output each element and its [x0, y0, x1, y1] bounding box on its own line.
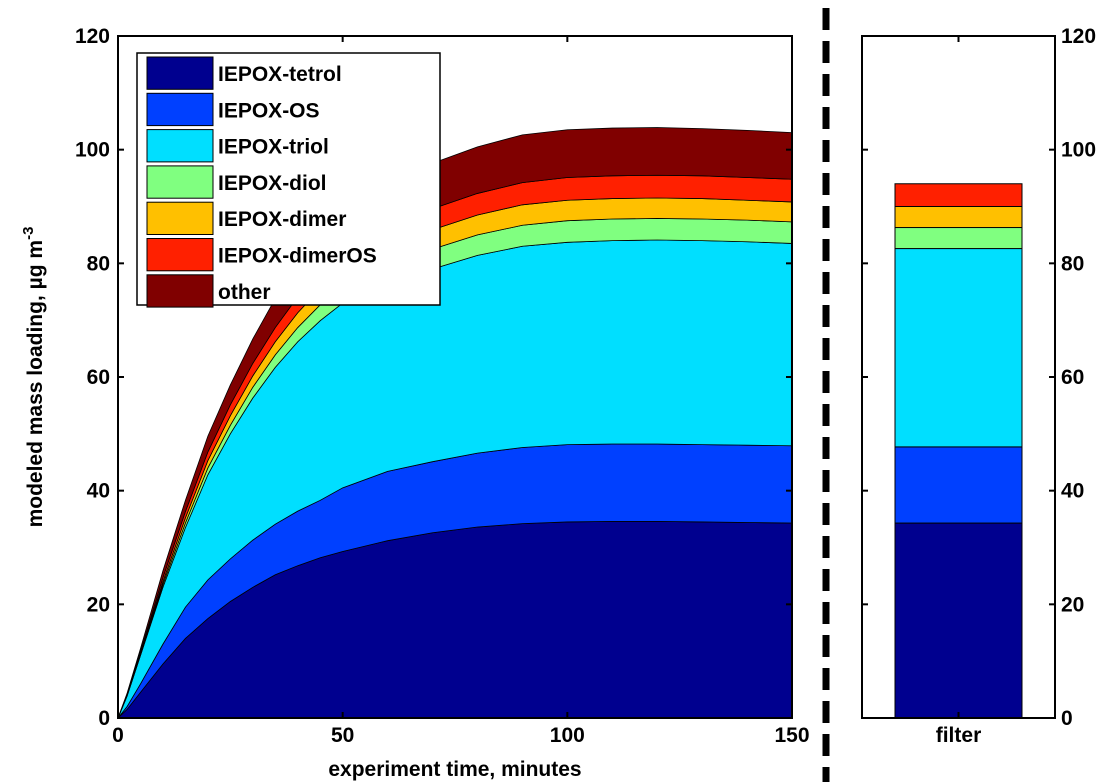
- y-tick-label: 20: [87, 593, 110, 616]
- y-tick-label: 0: [98, 707, 110, 730]
- filter-category-label: filter: [936, 724, 982, 747]
- legend-swatch-other: [146, 274, 214, 308]
- bar-segment-iepox-os: [894, 446, 1023, 524]
- legend-swatch-iepox-os: [146, 92, 214, 127]
- legend-label-iepox-dimeros: IEPOX-dimerOS: [218, 245, 377, 268]
- right-axis-ticks: 0 20 40 60 80 100 120 filter: [862, 25, 1096, 747]
- legend-label-iepox-tetrol: IEPOX-tetrol: [218, 63, 342, 86]
- right-y-tick-label: 80: [1061, 252, 1084, 275]
- y-axis-title: modeled mass loading, µg m-3: [20, 227, 47, 528]
- x-tick-label: 100: [550, 724, 585, 747]
- y-axis-title-superscript: -3: [20, 227, 37, 240]
- x-tick-label: 0: [112, 724, 124, 747]
- legend-label-other: other: [218, 281, 271, 304]
- right-y-tick-label: 20: [1061, 593, 1084, 616]
- right-y-tick-label: 100: [1061, 139, 1096, 162]
- right-y-tick-label: 40: [1061, 480, 1084, 503]
- bar-segment-iepox-diol: [894, 227, 1023, 250]
- right-y-tick-label: 60: [1061, 366, 1084, 389]
- y-tick-label: 100: [75, 139, 110, 162]
- legend-swatch-iepox-dimer: [146, 201, 214, 235]
- filter-stacked-bar: [894, 183, 1023, 719]
- area-chart-panel: 0 50 100 150 0 20 40 60 80 100 120 experiment time…: [20, 25, 810, 781]
- y-tick-label: 80: [87, 252, 110, 275]
- y-tick-label: 60: [87, 366, 110, 389]
- legend-swatch-iepox-triol: [146, 129, 214, 163]
- bar-segment-iepox-dimer: [894, 206, 1023, 229]
- y-tick-label: 40: [87, 480, 110, 503]
- legend-swatch-iepox-dimeros: [146, 238, 214, 272]
- bar-segment-iepox-triol: [894, 248, 1023, 448]
- y-tick-label: 120: [75, 25, 110, 48]
- x-tick-label: 150: [774, 724, 809, 747]
- legend-label-iepox-triol: IEPOX-triol: [218, 136, 329, 159]
- bar-segment-iepox-tetrol: [894, 522, 1023, 719]
- filter-bar-panel: 0 20 40 60 80 100 120 filter: [861, 25, 1096, 747]
- legend: IEPOX-tetrol IEPOX-OS IEPOX-triol IEPOX-dio…: [136, 52, 441, 308]
- y-axis-title-text: modeled mass loading, µg m: [24, 240, 47, 528]
- legend-label-iepox-diol: IEPOX-diol: [218, 172, 327, 195]
- right-y-tick-label: 0: [1061, 707, 1073, 730]
- x-tick-label: 50: [331, 724, 354, 747]
- legend-label-iepox-os: IEPOX-OS: [218, 99, 320, 122]
- x-axis-title: experiment time, minutes: [328, 758, 581, 781]
- legend-label-iepox-dimer: IEPOX-dimer: [218, 208, 346, 231]
- right-y-tick-label: 120: [1061, 25, 1096, 48]
- left-axis-ticks: 0 50 100 150 0 20 40 60 80 100 120: [75, 25, 810, 747]
- bar-segment-iepox-dimeros: [894, 183, 1023, 207]
- legend-swatch-iepox-diol: [146, 165, 214, 199]
- legend-swatch-iepox-tetrol: [146, 56, 214, 90]
